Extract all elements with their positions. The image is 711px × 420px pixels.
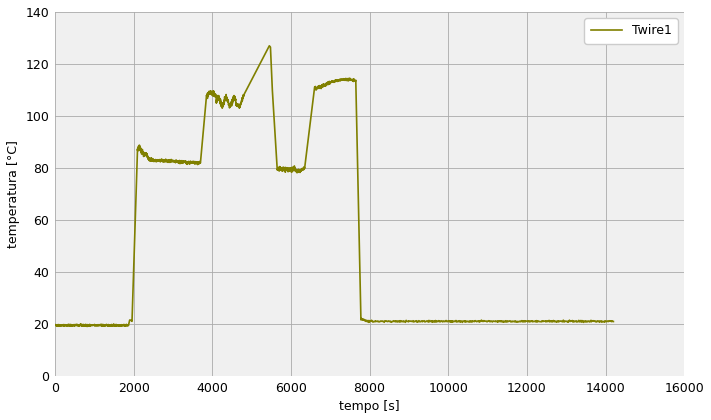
Twire1 xyxy=(50,323,59,328)
Twire1 xyxy=(58,323,67,328)
Legend: Twire1: Twire1 xyxy=(584,18,678,44)
Line: Twire1: Twire1 xyxy=(55,46,614,326)
Twire1 xyxy=(271,135,279,140)
Y-axis label: temperatura [°C]: temperatura [°C] xyxy=(7,140,20,248)
Twire1 xyxy=(609,319,618,324)
Twire1 xyxy=(487,318,496,323)
Twire1 xyxy=(536,319,545,324)
X-axis label: tempo [s]: tempo [s] xyxy=(339,400,400,413)
Twire1 xyxy=(265,43,274,48)
Twire1 xyxy=(83,324,92,329)
Twire1 xyxy=(136,148,144,153)
Twire1 xyxy=(53,322,62,327)
